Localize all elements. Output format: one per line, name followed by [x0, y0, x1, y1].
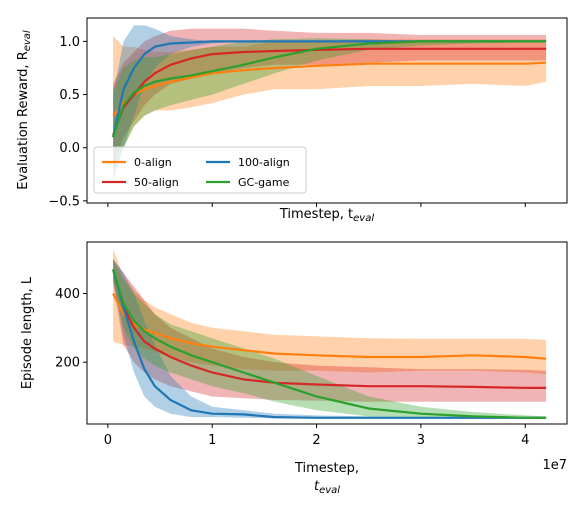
x-tick-label: 0: [104, 433, 112, 448]
episode-lines: [112, 269, 547, 419]
y-tick-label: 0.5: [59, 88, 80, 103]
episode-bands: [113, 248, 547, 419]
band-100-align: [113, 259, 547, 419]
band-gc-game: [113, 259, 547, 419]
reward-x-axis-label: Timestep, teval: [279, 207, 374, 224]
y-tick-label: 1.0: [59, 35, 80, 50]
episode-y-axis-label: Episode length, L: [20, 276, 35, 389]
reward-panel: −0.5 0.0 0.5 1.0 0-align 50-align 100-align GC…: [16, 17, 568, 224]
band-gc-game: [113, 38, 547, 180]
reward-y-ticks: −0.5 0.0 0.5 1.0: [48, 35, 87, 209]
x-tick-label: 3: [417, 433, 425, 448]
series-line-0-align: [112, 61, 547, 117]
y-tick-label: −0.5: [48, 194, 80, 209]
legend: 0-align 50-align 100-align GC-game: [93, 146, 307, 194]
band-0-align: [113, 248, 547, 375]
band-100-align: [113, 25, 547, 180]
episode-axes-frame: [86, 241, 568, 425]
y-tick-label: 200: [55, 356, 80, 371]
y-tick-label: 400: [55, 287, 80, 302]
x-tick-label: 2: [312, 433, 320, 448]
episode-x-axis-label-line2: teval: [314, 479, 340, 496]
episode-x-axis-label: Timestep,: [294, 461, 359, 476]
episode-y-ticks: 200 400: [55, 287, 87, 371]
reward-axes-frame: [86, 17, 568, 204]
x-tick-label: 4: [521, 433, 529, 448]
y-tick-label: 0.0: [59, 141, 80, 156]
episode-x-ticks: 0 1 2 3 4: [104, 424, 529, 448]
series-line-100-align: [112, 269, 547, 419]
legend-label-50-align: 50-align: [134, 176, 179, 189]
episode-length-panel: 200 400 0 1 2 3 4 1e7 Timestep, teval Episode…: [20, 241, 568, 496]
legend-label-gc-game: GC-game: [238, 176, 290, 189]
reward-lines: [112, 40, 547, 138]
series-line-gc-game: [112, 40, 547, 138]
series-line-50-align: [112, 269, 547, 389]
series-line-gc-game: [112, 269, 547, 419]
band-50-align: [113, 28, 547, 169]
legend-label-0-align: 0-align: [134, 156, 172, 169]
legend-box: [93, 146, 307, 194]
x-tick-label: 1: [208, 433, 216, 448]
reward-y-axis-label: Evaluation Reward, Reval: [16, 30, 33, 190]
reward-x-ticks: [107, 203, 526, 207]
legend-label-100-align: 100-align: [238, 156, 290, 169]
x-scale-label: 1e7: [542, 458, 567, 473]
